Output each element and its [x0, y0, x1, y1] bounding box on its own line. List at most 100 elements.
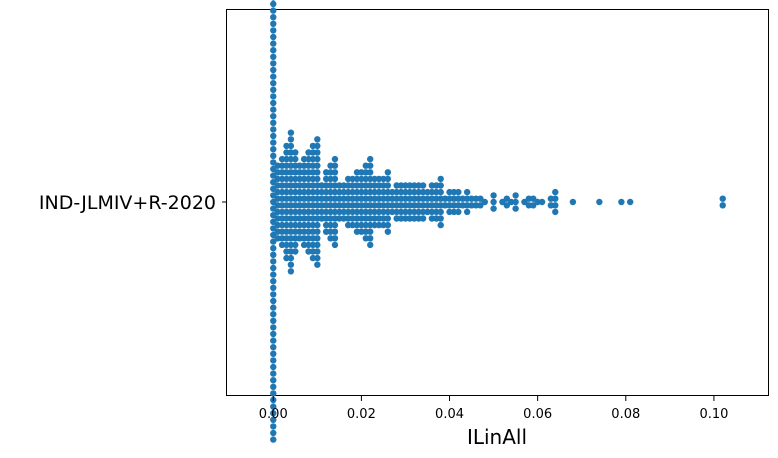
- data-point: [441, 195, 449, 202]
- data-point: [322, 215, 330, 222]
- data-point: [455, 208, 462, 216]
- data-point: [552, 208, 559, 216]
- data-point: [397, 188, 405, 196]
- data-point: [353, 202, 361, 209]
- data-point: [481, 198, 488, 206]
- data-point: [428, 182, 436, 189]
- data-point: [340, 208, 347, 216]
- data-point: [292, 195, 299, 202]
- data-point: [283, 195, 290, 202]
- data-point: [270, 317, 277, 324]
- data-point: [393, 215, 400, 222]
- data-point: [353, 228, 361, 235]
- data-point: [274, 162, 281, 169]
- data-point: [318, 188, 325, 196]
- data-point: [270, 291, 277, 298]
- data-point: [283, 169, 290, 176]
- data-point: [327, 202, 334, 209]
- data-point: [340, 202, 347, 209]
- data-point: [569, 198, 577, 206]
- data-point: [411, 202, 418, 209]
- data-point: [287, 142, 295, 150]
- data-point: [292, 149, 299, 156]
- data-point: [455, 202, 462, 209]
- data-point: [314, 248, 321, 255]
- data-point: [309, 235, 317, 242]
- data-point: [327, 169, 334, 176]
- data-point: [270, 258, 277, 265]
- data-point: [327, 182, 334, 189]
- data-point: [367, 155, 374, 163]
- data-point: [278, 175, 286, 183]
- data-point: [305, 221, 312, 229]
- data-point: [380, 208, 387, 216]
- data-point: [287, 182, 295, 189]
- data-point: [270, 238, 277, 245]
- data-point: [270, 357, 277, 364]
- data-point: [415, 188, 422, 196]
- data-point: [270, 390, 277, 397]
- data-point: [270, 198, 277, 206]
- data-point: [270, 410, 277, 417]
- data-point: [490, 198, 497, 206]
- data-point: [292, 235, 299, 242]
- data-point: [318, 182, 325, 189]
- data-point: [433, 182, 440, 189]
- data-point: [270, 0, 277, 8]
- data-point: [314, 142, 321, 150]
- data-point: [270, 337, 277, 344]
- data-point: [270, 304, 277, 311]
- data-point: [358, 208, 365, 216]
- data-point: [309, 248, 317, 255]
- data-point: [270, 113, 277, 120]
- data-point: [309, 254, 317, 262]
- data-point: [274, 208, 281, 216]
- data-point: [305, 215, 312, 222]
- data-point: [270, 165, 277, 173]
- data-point: [322, 195, 330, 202]
- data-point: [270, 416, 277, 423]
- data-point: [477, 195, 484, 202]
- x-tick-label: 0.00: [259, 407, 288, 422]
- data-point: [353, 208, 361, 216]
- data-point: [349, 202, 356, 209]
- data-point: [270, 152, 277, 159]
- data-point: [305, 188, 312, 196]
- data-point: [300, 208, 308, 216]
- data-point: [270, 53, 277, 60]
- data-point: [270, 423, 277, 430]
- data-point: [287, 162, 295, 169]
- data-point: [270, 66, 277, 74]
- data-point: [283, 202, 290, 209]
- data-point: [503, 195, 511, 202]
- data-point: [344, 188, 352, 196]
- data-point: [270, 126, 277, 133]
- data-point: [274, 175, 281, 183]
- data-point: [340, 215, 347, 222]
- data-point: [512, 205, 519, 212]
- data-point: [283, 149, 290, 156]
- data-point: [367, 175, 374, 183]
- data-point: [512, 198, 519, 206]
- data-point: [371, 208, 378, 216]
- data-point: [327, 175, 334, 183]
- data-point: [271, 0, 276, 1]
- data-point: [292, 208, 299, 216]
- data-point: [441, 202, 449, 209]
- data-point: [270, 218, 277, 225]
- data-point: [314, 235, 321, 242]
- data-point: [300, 221, 308, 229]
- data-point: [270, 271, 277, 278]
- data-point: [336, 195, 343, 202]
- data-point: [305, 169, 312, 176]
- data-point: [406, 215, 414, 222]
- data-point: [287, 175, 295, 183]
- data-point: [450, 202, 458, 209]
- data-point: [314, 149, 321, 156]
- data-point: [314, 195, 321, 202]
- data-point: [344, 175, 352, 183]
- data-point: [270, 146, 277, 153]
- data-point: [270, 159, 277, 166]
- data-point: [375, 188, 383, 196]
- data-point: [270, 231, 277, 239]
